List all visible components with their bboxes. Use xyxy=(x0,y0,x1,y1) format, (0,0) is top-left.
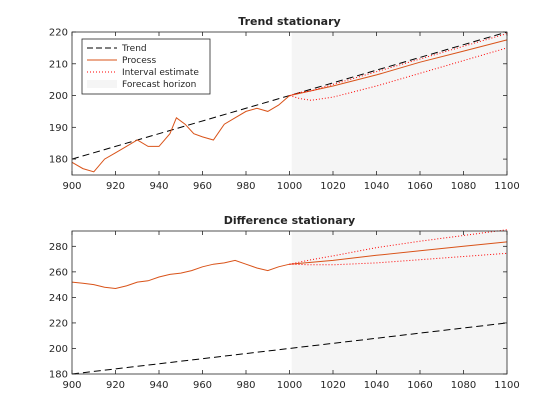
y-tick-label: 210 xyxy=(49,59,68,70)
x-tick-label: 940 xyxy=(149,380,168,391)
y-tick-label: 180 xyxy=(49,370,68,381)
x-tick-label: 900 xyxy=(62,181,81,192)
x-ticks: 900 920 940 960 980 1000 1020 1040 1060 1080 1100 xyxy=(62,32,520,192)
x-tick-label: 960 xyxy=(193,380,212,391)
x-tick-label: 1080 xyxy=(451,181,476,192)
x-tick-label: 1100 xyxy=(494,181,519,192)
y-tick-label: 180 xyxy=(49,155,68,166)
x-tick-label: 1100 xyxy=(494,380,519,391)
x-tick-label: 920 xyxy=(106,380,125,391)
data-layer xyxy=(71,229,508,375)
y-tick-label: 190 xyxy=(49,123,68,134)
x-tick-label: 1020 xyxy=(320,181,345,192)
plot-title: Trend stationary xyxy=(238,15,340,28)
plot-difference-stationary: Difference stationary 900 920 940 960 980 100… xyxy=(49,214,520,391)
x-tick-label: 1040 xyxy=(364,181,389,192)
data-layer xyxy=(71,31,508,173)
legend-process-label: Process xyxy=(122,56,156,66)
x-tick-label: 1060 xyxy=(407,181,432,192)
x-tick-label: 980 xyxy=(236,181,255,192)
x-tick-label: 960 xyxy=(193,181,212,192)
series-trend xyxy=(71,322,508,375)
x-tick-label: 1080 xyxy=(451,380,476,391)
x-tick-label: 980 xyxy=(236,380,255,391)
legend-box xyxy=(81,38,211,95)
x-tick-label: 900 xyxy=(62,380,81,391)
x-tick-label: 1000 xyxy=(277,380,302,391)
y-tick-label: 240 xyxy=(49,293,68,304)
x-tick-label: 1000 xyxy=(277,181,302,192)
legend-forecast-label: Forecast horizon xyxy=(122,80,196,90)
y-tick-label: 280 xyxy=(49,242,68,253)
y-tick-label: 260 xyxy=(49,267,68,278)
x-tick-label: 920 xyxy=(106,181,125,192)
series-interval-estimate xyxy=(289,252,508,266)
y-tick-label: 200 xyxy=(49,91,68,102)
series-interval-estimate xyxy=(289,47,508,101)
x-tick-label: 940 xyxy=(149,181,168,192)
y-ticks: 180 190 200 210 220 xyxy=(49,28,507,166)
x-tick-label: 1060 xyxy=(407,380,432,391)
legend-interval-label: Interval estimate xyxy=(122,68,199,78)
legend-trend-label: Trend xyxy=(121,44,147,54)
y-tick-label: 220 xyxy=(49,28,68,39)
y-tick-label: 200 xyxy=(49,344,68,355)
plot-trend-stationary: Trend stationary 900 920 940 960 980 1000 1020… xyxy=(49,15,520,192)
x-ticks: 900 920 940 960 980 1000 1020 1040 1060 1080 1100 xyxy=(62,231,520,391)
legend: Trend Process Interval estimate Forecast… xyxy=(81,38,211,95)
x-tick-label: 1040 xyxy=(364,380,389,391)
y-tick-label: 220 xyxy=(49,318,68,329)
forecast-horizon-region xyxy=(291,32,507,175)
series-process xyxy=(71,241,508,290)
y-ticks: 180 200 220 240 260 280 xyxy=(49,242,507,381)
x-tick-label: 1020 xyxy=(320,380,345,391)
legend-forecast-swatch xyxy=(87,80,117,88)
plot-title: Difference stationary xyxy=(224,214,355,227)
series-process xyxy=(71,39,508,173)
forecast-horizon-region xyxy=(291,231,507,374)
